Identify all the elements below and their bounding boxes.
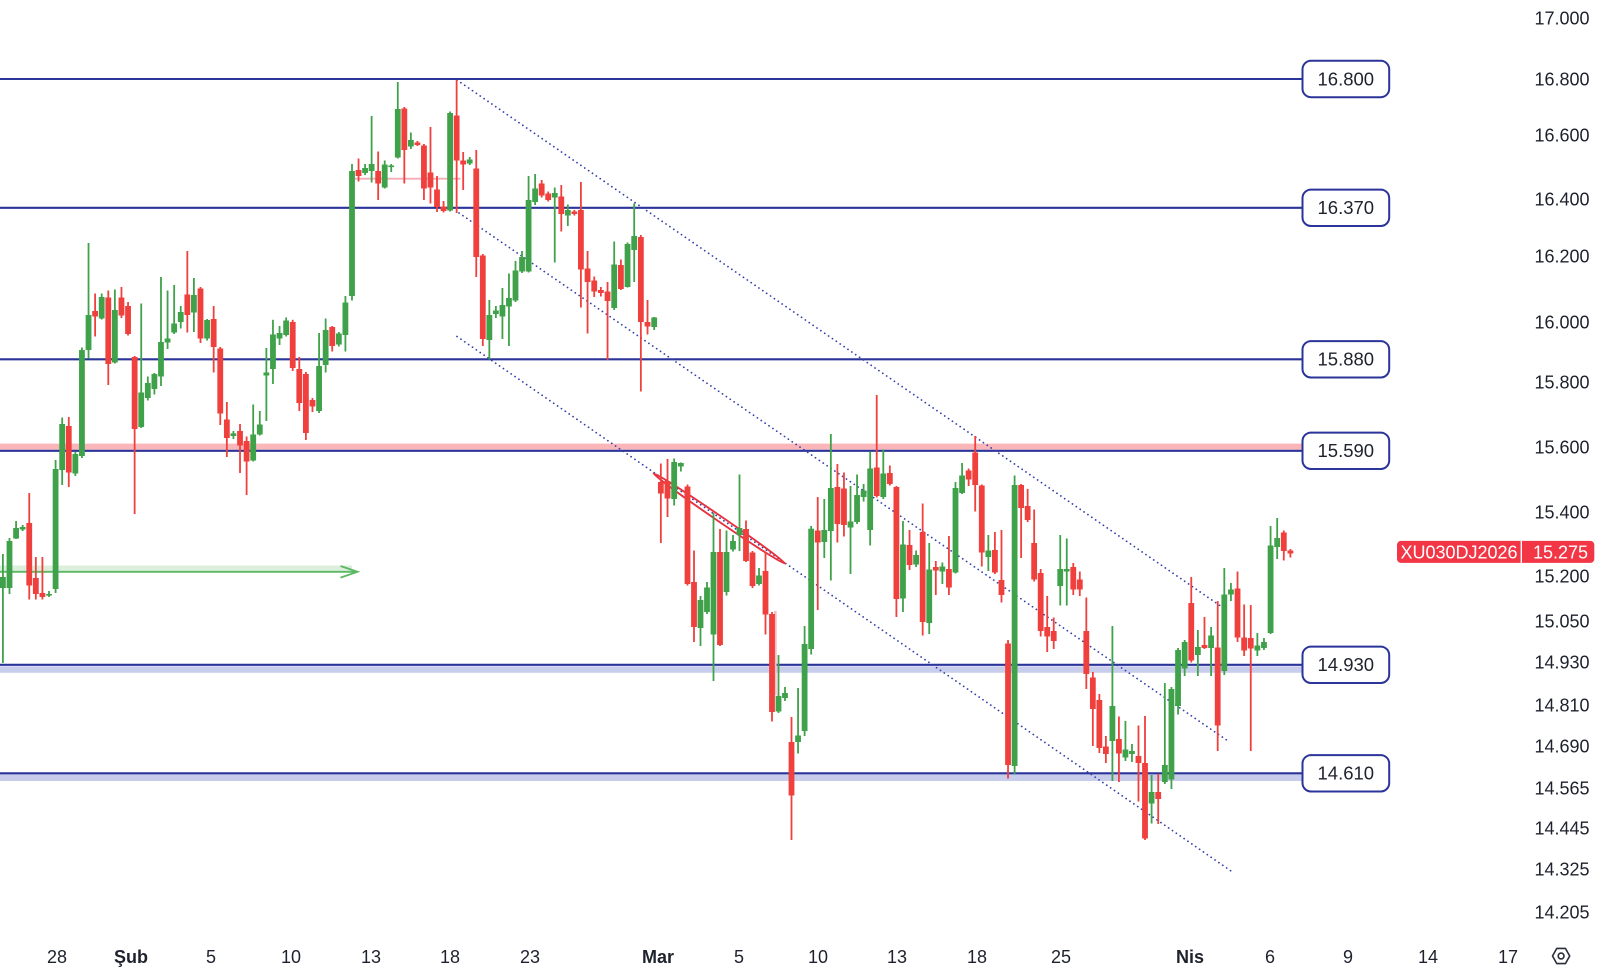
svg-text:Mar: Mar	[642, 947, 674, 967]
svg-text:Şub: Şub	[114, 947, 148, 967]
svg-text:15.600: 15.600	[1535, 438, 1590, 458]
svg-text:14.810: 14.810	[1535, 696, 1590, 716]
svg-text:XU030DJ2026: XU030DJ2026	[1400, 543, 1517, 563]
svg-text:16.400: 16.400	[1535, 190, 1590, 210]
svg-text:14.930: 14.930	[1535, 653, 1590, 673]
svg-text:10: 10	[808, 947, 828, 967]
svg-text:Nis: Nis	[1176, 947, 1204, 967]
svg-text:14.325: 14.325	[1535, 860, 1590, 880]
svg-text:15.880: 15.880	[1318, 349, 1375, 370]
svg-text:18: 18	[440, 947, 460, 967]
svg-text:15.050: 15.050	[1535, 612, 1590, 632]
svg-text:15.275: 15.275	[1533, 543, 1588, 563]
svg-text:14.445: 14.445	[1535, 819, 1590, 839]
svg-text:16.370: 16.370	[1318, 197, 1375, 218]
svg-text:14: 14	[1418, 947, 1438, 967]
svg-text:17: 17	[1498, 947, 1518, 967]
svg-text:23: 23	[520, 947, 540, 967]
svg-text:14.690: 14.690	[1535, 737, 1590, 757]
svg-text:14.205: 14.205	[1535, 903, 1590, 923]
svg-text:16.600: 16.600	[1535, 126, 1590, 146]
svg-text:15.590: 15.590	[1318, 440, 1375, 461]
svg-text:5: 5	[734, 947, 744, 967]
svg-text:16.800: 16.800	[1535, 70, 1590, 90]
svg-text:6: 6	[1265, 947, 1275, 967]
svg-text:5: 5	[206, 947, 216, 967]
svg-text:16.800: 16.800	[1318, 68, 1375, 89]
svg-text:25: 25	[1051, 947, 1071, 967]
svg-text:14.930: 14.930	[1318, 654, 1375, 675]
svg-text:15.400: 15.400	[1535, 503, 1590, 523]
svg-text:14.565: 14.565	[1535, 779, 1590, 799]
svg-text:15.800: 15.800	[1535, 373, 1590, 393]
svg-text:28: 28	[47, 947, 67, 967]
svg-text:16.200: 16.200	[1535, 247, 1590, 267]
svg-text:13: 13	[361, 947, 381, 967]
svg-text:17.000: 17.000	[1535, 9, 1590, 29]
svg-text:18: 18	[967, 947, 987, 967]
svg-text:9: 9	[1343, 947, 1353, 967]
svg-text:16.000: 16.000	[1535, 313, 1590, 333]
svg-text:13: 13	[887, 947, 907, 967]
svg-text:10: 10	[281, 947, 301, 967]
svg-text:14.610: 14.610	[1318, 763, 1375, 784]
svg-text:15.200: 15.200	[1535, 567, 1590, 587]
